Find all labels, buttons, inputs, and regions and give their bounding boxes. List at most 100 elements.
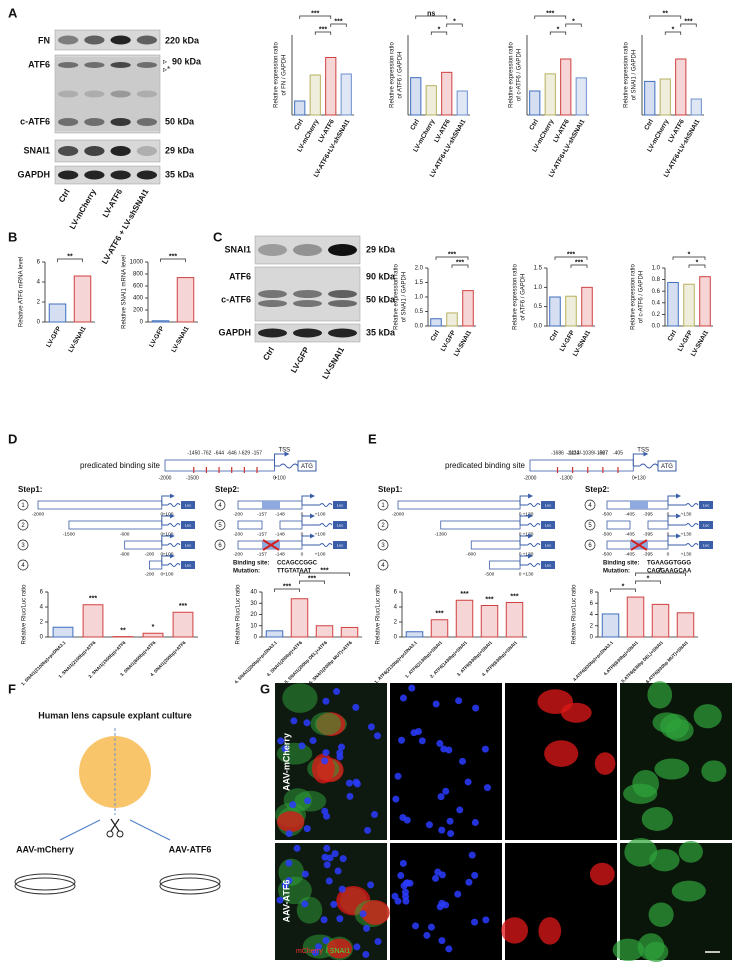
band	[293, 244, 322, 256]
cell	[644, 941, 669, 962]
bracket	[415, 15, 448, 19]
bracket	[430, 31, 448, 35]
bar	[430, 619, 449, 638]
position-label: 0	[667, 551, 670, 557]
band	[258, 300, 287, 307]
bar	[315, 625, 334, 638]
position-label: +130	[523, 571, 534, 577]
position-label: 0	[301, 531, 304, 537]
bar	[340, 626, 359, 638]
significance: ***	[319, 26, 327, 33]
y-tick-label: 20	[250, 612, 257, 618]
step-label: Step2:	[215, 485, 239, 494]
significance: *	[696, 259, 699, 266]
scissors-blade	[110, 818, 120, 832]
significance: *	[647, 575, 650, 582]
nucleus	[331, 850, 339, 858]
nucleus	[277, 737, 285, 745]
luc-label: Luc	[703, 503, 709, 508]
y-axis-label: Relative Rluc/Luc ratio	[376, 584, 382, 645]
tss-arrow	[161, 553, 175, 565]
step-number-circle	[584, 499, 596, 511]
band	[58, 170, 79, 180]
atg-box	[297, 460, 317, 472]
bracket	[664, 31, 682, 35]
nucleus	[353, 943, 361, 951]
kda-label: 29 kDa	[366, 244, 396, 254]
bar	[699, 276, 711, 327]
cell	[701, 760, 727, 782]
tss-arrow	[667, 513, 681, 525]
mutation-seq: CAGGAAGCAA	[647, 569, 692, 575]
tss-arrow	[161, 533, 175, 545]
construct-box	[489, 560, 521, 570]
cell	[538, 917, 562, 945]
cell	[641, 807, 673, 831]
bracket	[549, 31, 567, 35]
axis-label: 0	[632, 475, 635, 481]
step-number-circle	[214, 539, 226, 551]
nucleus	[326, 854, 334, 862]
step-number-circle	[17, 499, 29, 511]
y-tick-label: 2	[590, 623, 594, 629]
nucleus	[339, 855, 347, 863]
position-label: +100	[163, 531, 174, 537]
bar	[48, 303, 67, 323]
nucleus	[330, 900, 338, 908]
y-tick-label: 6	[590, 601, 594, 607]
nucleus	[427, 923, 435, 931]
panel-letter: C	[213, 229, 223, 244]
position-label: 0	[667, 531, 670, 537]
cell	[671, 880, 706, 902]
wavy	[319, 523, 333, 527]
y-tick-label: 0	[37, 320, 41, 326]
y-tick-label: 6	[37, 260, 41, 266]
position-label: -200	[145, 551, 155, 557]
tss-arrow	[667, 533, 681, 545]
luc-box	[541, 521, 555, 529]
wavy	[167, 543, 181, 547]
panel-letter: D	[8, 431, 17, 446]
position-label: 0	[160, 551, 163, 557]
position-label: +130	[681, 511, 692, 517]
tss-arrow	[667, 493, 681, 505]
bar	[565, 295, 577, 327]
luc-box	[333, 521, 347, 529]
kda-label: 90 kDa	[366, 271, 396, 281]
cell	[648, 902, 674, 927]
position-label: -157	[257, 511, 267, 517]
bracket	[570, 264, 588, 268]
blot	[54, 139, 161, 163]
significance: ***	[169, 253, 177, 260]
nucleus	[446, 817, 454, 825]
nucleus	[322, 697, 330, 705]
position-label: -200	[233, 551, 243, 557]
band	[110, 35, 131, 45]
arrow	[129, 819, 171, 841]
nucleus	[434, 868, 442, 876]
nucleus	[403, 816, 411, 824]
diagram-title: predicated binding site	[80, 461, 161, 470]
nucleus	[325, 877, 333, 885]
y-tick-label: 0.0	[415, 324, 424, 330]
y-tick-label: 30	[250, 601, 257, 607]
position-label: -500	[602, 551, 612, 557]
bar	[626, 596, 645, 638]
atg-label: ATG	[301, 464, 313, 470]
luc-label: Luc	[545, 563, 551, 568]
bar	[82, 604, 104, 638]
nucleus	[471, 918, 479, 926]
nucleus	[359, 910, 367, 918]
band	[110, 170, 131, 180]
nucleus	[276, 896, 284, 904]
step-number: 3	[21, 543, 25, 549]
position-label: 0	[160, 531, 163, 537]
nucleus	[311, 949, 319, 957]
band	[258, 290, 287, 298]
y-axis-label: of ATF6 / GAPDH	[521, 274, 527, 321]
protein-label: ATF6	[28, 59, 50, 69]
blot	[54, 165, 161, 185]
nucleus	[333, 688, 341, 696]
bar	[575, 77, 587, 116]
tss-arrow	[301, 493, 315, 505]
